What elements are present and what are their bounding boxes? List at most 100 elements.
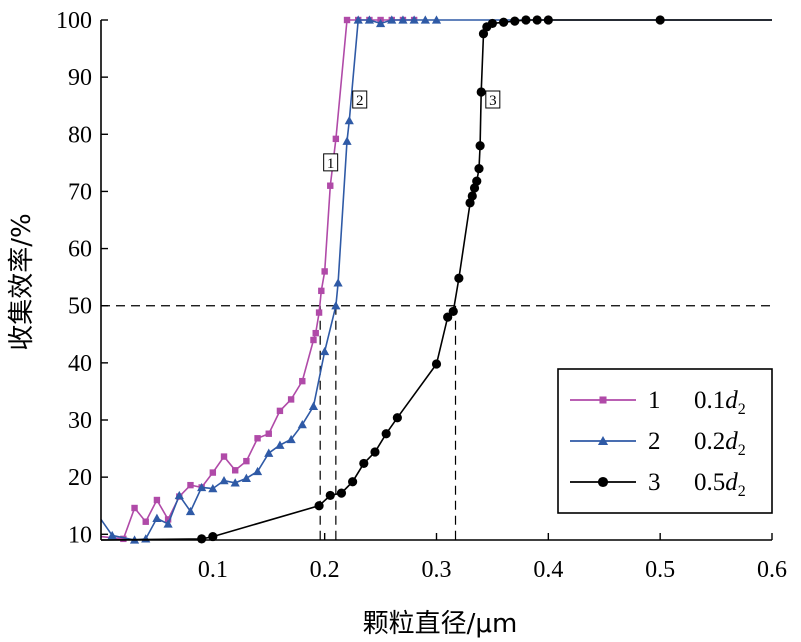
- curve-tags: 1 2 3: [323, 90, 501, 172]
- y-tick-label: 80: [68, 122, 92, 148]
- data-point-1: [232, 467, 239, 474]
- data-point-3: [431, 359, 442, 369]
- data-point-2: [375, 18, 386, 28]
- data-point-1: [131, 504, 138, 512]
- data-point-1: [220, 453, 228, 460]
- data-point-2: [297, 419, 307, 429]
- data-point-2: [252, 466, 263, 476]
- data-point-2: [197, 482, 207, 492]
- data-point-2: [185, 506, 196, 516]
- data-point-2: [420, 15, 430, 24]
- data-point-1: [312, 329, 319, 337]
- legend-marker: [597, 476, 609, 488]
- data-point-1: [265, 430, 272, 437]
- data-point-1: [287, 396, 295, 403]
- data-point-2: [387, 15, 397, 24]
- y-tick-label: 90: [68, 65, 92, 91]
- data-point-3: [521, 15, 531, 25]
- curve-tag-2: 2: [352, 90, 368, 109]
- data-point-1: [153, 496, 161, 504]
- data-point-1: [120, 535, 127, 543]
- y-tick-label: 20: [68, 465, 92, 491]
- data-point-2: [342, 136, 352, 145]
- data-point-2: [320, 346, 330, 356]
- data-point-2: [275, 440, 285, 449]
- y-tick-label: 10: [68, 522, 92, 548]
- data-point-3: [467, 191, 477, 201]
- data-point-2: [331, 301, 341, 310]
- data-point-2: [107, 530, 117, 540]
- data-point-2: [431, 15, 442, 24]
- data-point-2: [141, 534, 151, 543]
- data-point-2: [333, 278, 343, 287]
- data-point-3: [655, 15, 665, 25]
- x-tick-label: 0.3: [422, 557, 452, 583]
- data-point-2: [286, 434, 296, 444]
- data-point-3: [336, 488, 347, 498]
- x-tick-label: 0.5: [645, 557, 675, 583]
- data-point-2: [344, 115, 354, 125]
- data-point-1: [187, 481, 194, 489]
- series-2: [100, 15, 772, 544]
- data-point-3: [381, 429, 391, 439]
- data-point-1: [332, 135, 340, 143]
- data-point-3: [370, 447, 380, 457]
- legend-series-label: 0.1d2: [694, 387, 746, 418]
- legend-series-name: 1: [648, 387, 661, 414]
- reference-lines: [101, 305, 772, 540]
- data-point-1: [327, 182, 334, 189]
- data-point-3: [197, 534, 207, 544]
- x-tick-label: 0.1: [198, 557, 228, 583]
- y-tick-label: 70: [68, 179, 92, 205]
- data-point-1: [318, 287, 325, 295]
- y-tick-label: 30: [68, 408, 92, 434]
- data-point-1: [321, 268, 328, 275]
- legend-series-label: 0.2d2: [694, 428, 746, 459]
- data-point-3: [392, 413, 402, 423]
- curve-tag-3: 3: [485, 90, 501, 109]
- curve-tag-label: 1: [327, 156, 335, 172]
- data-point-1: [142, 518, 149, 525]
- data-point-3: [325, 490, 335, 501]
- data-point-2: [152, 513, 162, 522]
- data-point-1: [315, 309, 323, 316]
- data-point-2: [398, 15, 408, 24]
- data-point-2: [264, 448, 274, 457]
- curve-tag-1: 1: [323, 153, 339, 172]
- curve-tag-box: [352, 90, 368, 109]
- data-point-3: [475, 141, 485, 151]
- data-point-3: [499, 17, 509, 27]
- data-point-2: [241, 473, 251, 482]
- data-point-1: [299, 377, 306, 385]
- y-tick-label: 40: [68, 351, 92, 377]
- data-point-1: [254, 435, 261, 442]
- data-point-2: [353, 15, 363, 24]
- data-point-3: [532, 15, 542, 25]
- series-layer: [100, 15, 772, 544]
- data-point-1: [276, 407, 284, 415]
- legend-series-name: 3: [648, 469, 661, 496]
- curve-tag-label: 2: [356, 93, 364, 109]
- y-tick-label: 50: [68, 294, 92, 320]
- series-3: [100, 15, 772, 544]
- data-point-1: [310, 336, 317, 344]
- x-tick-label: 0.6: [757, 557, 787, 583]
- data-point-3: [543, 15, 553, 25]
- curve-tag-label: 3: [489, 93, 497, 109]
- data-point-2: [163, 519, 173, 528]
- data-point-2: [364, 15, 374, 24]
- data-point-2: [308, 401, 319, 410]
- data-point-3: [443, 312, 453, 322]
- data-point-3: [314, 501, 324, 511]
- x-tick-label: 0.4: [533, 557, 563, 583]
- data-point-3: [487, 18, 498, 29]
- data-point-2: [174, 490, 184, 500]
- data-point-2: [409, 15, 419, 24]
- data-point-3: [474, 163, 484, 174]
- legend-series-name: 2: [648, 428, 661, 455]
- y-axis-label: 收集效率/%: [7, 213, 37, 350]
- data-point-3: [448, 306, 458, 317]
- data-point-2: [208, 483, 218, 493]
- data-point-1: [243, 457, 250, 465]
